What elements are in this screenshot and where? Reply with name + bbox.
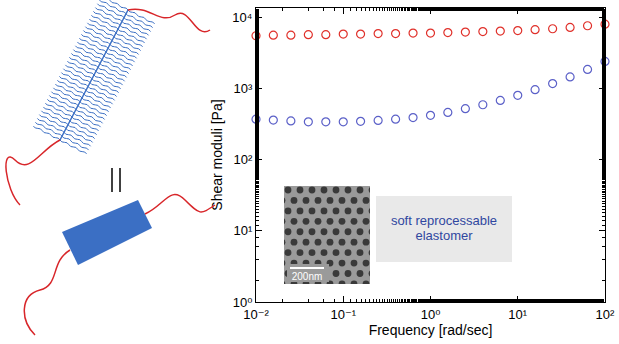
svg-text:200nm: 200nm xyxy=(292,271,323,282)
svg-text:10²: 10² xyxy=(596,307,615,322)
svg-text:10¹: 10¹ xyxy=(508,307,527,322)
svg-text:10⁴: 10⁴ xyxy=(232,10,252,25)
svg-text:Frequency [rad/sec]: Frequency [rad/sec] xyxy=(369,322,493,338)
svg-text:10⁻²: 10⁻² xyxy=(243,307,269,322)
svg-text:10²: 10² xyxy=(234,152,253,167)
svg-text:10¹: 10¹ xyxy=(234,223,253,238)
svg-text:10⁻¹: 10⁻¹ xyxy=(330,307,356,322)
svg-text:Shear moduli [Pa]: Shear moduli [Pa] xyxy=(209,99,225,210)
svg-text:10³: 10³ xyxy=(234,81,253,96)
svg-text:10⁰: 10⁰ xyxy=(233,295,253,310)
html-text:soft reprocessable elastomer: soft reprocessable elastomer xyxy=(390,213,498,243)
svg-text:10⁰: 10⁰ xyxy=(421,307,441,322)
